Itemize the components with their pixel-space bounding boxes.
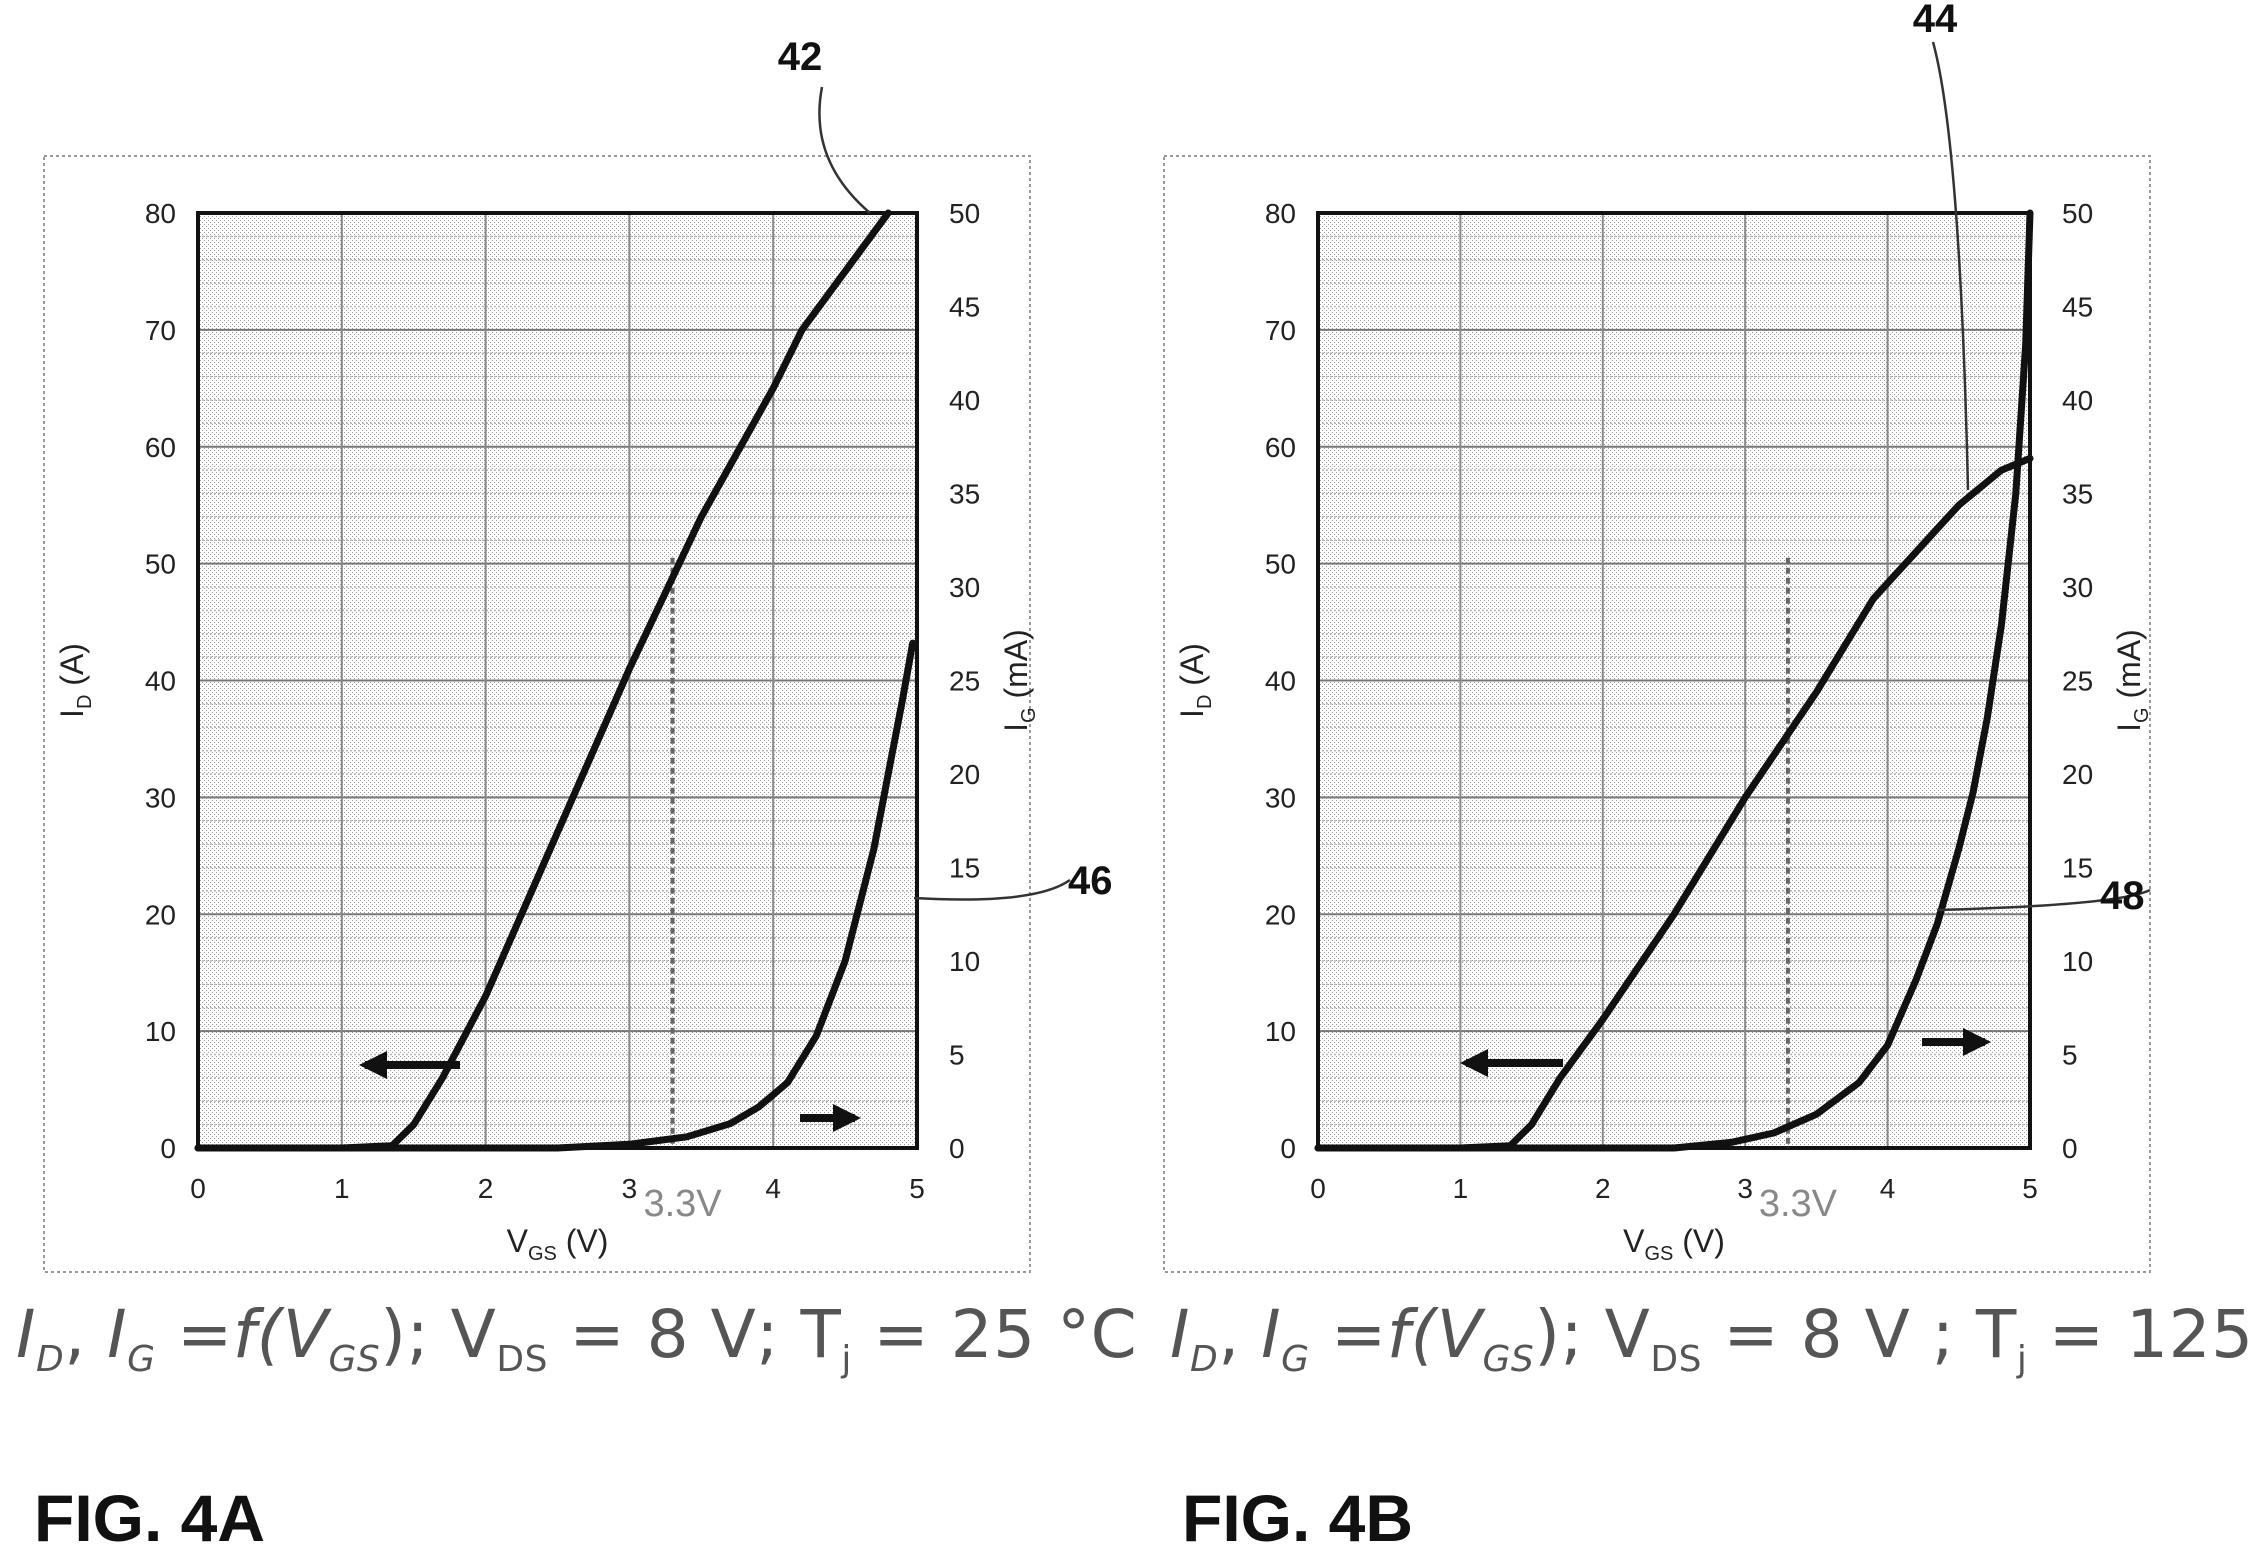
y-right-tick-label: 35 [949,479,980,510]
y-left-tick-label: 60 [145,432,176,463]
x-tick-label: 0 [190,1173,206,1204]
chart-frame [1163,155,2151,1273]
arrow-left-axis-head [1460,1049,1488,1077]
y-right-tick-label: 10 [2062,946,2093,977]
x-tick-label: 2 [478,1173,494,1204]
figure-label-4b: FIG. 4B [1182,1481,1414,1555]
y-right-tick-label: 35 [2062,479,2093,510]
caption-id-symbol: ID [16,1296,65,1381]
y-left-tick-label: 40 [1265,666,1296,697]
x-axis-label: VGS (V) [507,1223,609,1265]
marker-3-3v-label: 3.3V [643,1183,722,1225]
y-left-tick-label: 60 [1265,432,1296,463]
y-right-tick-label: 45 [949,292,980,323]
y-right-tick-label: 0 [949,1133,965,1164]
y-left-tick-label: 20 [145,899,176,930]
y-left-tick-label: 20 [1265,899,1296,930]
x-tick-label: 0 [1310,1173,1326,1204]
caption-ig-symbol: IG [1261,1296,1310,1381]
y-right-tick-label: 5 [949,1040,965,1071]
y-right-tick-label: 20 [2062,759,2093,790]
x-tick-label: 5 [2022,1173,2038,1204]
y-left-tick-label: 40 [145,666,176,697]
y-right-tick-label: 50 [949,198,980,229]
caption-ig-symbol: IG [107,1296,156,1381]
x-tick-label: 2 [1595,1173,1611,1204]
y-left-tick-label: 30 [1265,782,1296,813]
chart-frame [43,155,1031,1273]
reference-leader-id [818,86,871,214]
y-right-tick-label: 15 [949,853,980,884]
reference-numeral-ig: 46 [1068,859,1113,903]
x-tick-label: 3 [1737,1173,1753,1204]
reference-numeral-ig: 48 [2100,874,2145,918]
reference-numeral-id: 42 [778,35,823,79]
reference-leader-ig [1936,888,2151,912]
x-axis-label: VGS (V) [1623,1223,1725,1265]
y-right-tick-label: 30 [949,572,980,603]
x-tick-label: 1 [334,1173,350,1204]
series-line-44 [1314,454,2034,1152]
panel-fig-4a: 0 1 2 3 4 50102030405060708005101520253035404… [43,35,1113,1273]
y-left-axis-label: ID (A) [54,643,96,718]
y-right-tick-label: 25 [2062,666,2093,697]
y-right-tick-label: 20 [949,759,980,790]
y-left-axis-label: ID (A) [1174,643,1216,718]
arrow-right-axis-head [1963,1028,1991,1056]
arrow-right-axis-head [833,1104,861,1132]
y-right-tick-label: 0 [2062,1133,2078,1164]
caption-fig-4b: ID, IG =f(VGS); VDS = 8 V ; Tj = 125 °C [1170,1296,2254,1381]
x-tick-label: 3 [622,1173,638,1204]
reference-leader-ig [913,878,1071,901]
y-left-tick-label: 50 [145,549,176,580]
x-tick-label: 4 [765,1173,781,1204]
arrow-left-axis-head [359,1051,387,1079]
y-left-tick-label: 10 [145,1016,176,1047]
y-left-tick-label: 0 [160,1133,176,1164]
y-left-tick-label: 70 [145,315,176,346]
reference-numeral-id: 44 [1913,0,1958,41]
marker-3-3v-label: 3.3V [1759,1183,1838,1225]
y-right-tick-label: 10 [949,946,980,977]
y-right-axis-label: IG (mA) [2111,629,2153,732]
figure-label-4a: FIG. 4A [34,1481,266,1555]
x-tick-label: 5 [909,1173,925,1204]
y-left-tick-label: 0 [1280,1133,1296,1164]
y-left-tick-label: 80 [1265,198,1296,229]
x-tick-label: 4 [1880,1173,1896,1204]
panel-fig-4b: 0 1 2 3 4 50102030405060708005101520253035404… [1163,0,2153,1273]
caption-fig-4a: ID, IG =f(VGS); VDS = 8 V; Tj = 25 °C [16,1296,1138,1381]
y-right-axis-label: IG (mA) [998,629,1040,732]
y-right-tick-label: 40 [949,385,980,416]
y-right-tick-label: 40 [2062,385,2093,416]
series-line-48 [1314,209,2034,1152]
series-line-46 [194,639,917,1152]
y-left-tick-label: 80 [145,198,176,229]
y-right-tick-label: 45 [2062,292,2093,323]
y-left-tick-label: 10 [1265,1016,1296,1047]
y-right-tick-label: 30 [2062,572,2093,603]
caption-id-symbol: ID [1170,1296,1219,1381]
y-right-tick-label: 5 [2062,1040,2078,1071]
y-right-tick-label: 50 [2062,198,2093,229]
y-left-tick-label: 30 [145,782,176,813]
y-right-tick-label: 15 [2062,853,2093,884]
reference-leader-id [1931,41,1970,491]
y-left-tick-label: 50 [1265,549,1296,580]
x-tick-label: 1 [1453,1173,1469,1204]
y-left-tick-label: 70 [1265,315,1296,346]
y-right-tick-label: 25 [949,666,980,697]
